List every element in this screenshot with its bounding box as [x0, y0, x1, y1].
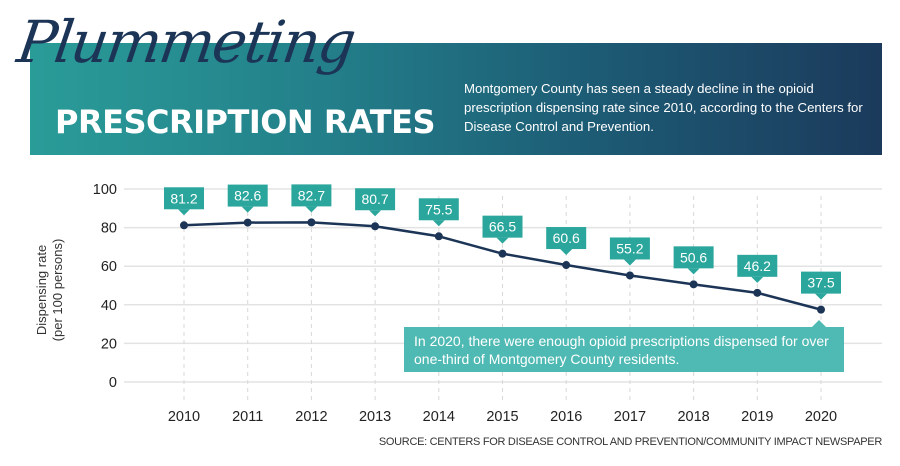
data-point: [753, 288, 762, 297]
data-label-pointer: [432, 220, 445, 227]
x-tick-label: 2019: [741, 409, 773, 425]
x-tick-label: 2012: [295, 409, 327, 425]
x-tick-label: 2010: [168, 409, 200, 425]
data-point: [625, 271, 634, 280]
data-label: 66.5: [489, 219, 516, 235]
data-label-pointer: [751, 276, 764, 283]
y-tick-label: 80: [101, 221, 117, 237]
data-label-box: [673, 246, 714, 269]
data-label: 50.6: [680, 249, 707, 265]
data-label-pointer: [241, 206, 254, 213]
data-label: 82.6: [234, 188, 261, 204]
data-label: 82.7: [298, 187, 325, 203]
description-text: Montgomery County has seen a steady decl…: [464, 81, 863, 134]
data-label: 37.5: [807, 275, 834, 291]
data-point: [562, 261, 571, 270]
data-label-box: [227, 184, 268, 207]
annotation-callout: In 2020, there were enough opioid prescr…: [404, 320, 844, 372]
x-tick-label: 2018: [677, 409, 709, 425]
data-point: [243, 218, 252, 227]
data-label-box: [609, 237, 650, 260]
data-label-box: [737, 254, 778, 277]
data-label-box: [355, 188, 396, 211]
data-point: [371, 222, 380, 231]
x-tick-label: 2020: [805, 409, 837, 425]
x-tick-label: 2015: [486, 409, 518, 425]
data-label-box: [801, 271, 841, 294]
data-label-pointer: [369, 210, 382, 217]
data-label-pointer: [305, 206, 318, 213]
y-tick-label: 20: [101, 336, 117, 352]
y-axis-label: Dispensing rate(per 100 persons): [34, 239, 65, 342]
data-label-box: [418, 198, 459, 221]
x-tick-label: 2011: [232, 409, 263, 425]
data-label-pointer: [815, 293, 827, 300]
x-tick-label: 2013: [359, 409, 391, 425]
data-label: 75.5: [425, 201, 452, 217]
y-tick-label: 60: [101, 259, 117, 275]
data-label: 81.2: [170, 190, 197, 206]
data-label-box: [546, 227, 587, 250]
data-point: [817, 305, 825, 314]
y-tick-label: 0: [109, 375, 117, 391]
data-label: 80.7: [361, 191, 388, 207]
data-label: 60.6: [553, 230, 580, 246]
data-point: [307, 218, 316, 227]
data-point: [434, 232, 443, 241]
data-label-pointer: [178, 209, 190, 216]
data-label: 46.2: [744, 258, 771, 274]
main-title: PRESCRIPTION RATES: [55, 103, 436, 141]
script-title: Plummeting: [13, 8, 359, 76]
data-label-box: [482, 215, 523, 238]
x-tick-label: 2016: [550, 409, 582, 425]
data-label-box: [291, 184, 332, 207]
data-point: [180, 221, 188, 230]
header-banner: [30, 43, 882, 155]
source-credit: SOURCE: CENTERS FOR DISEASE CONTROL AND …: [378, 436, 882, 448]
x-tick-label: 2014: [423, 409, 455, 425]
y-tick-label: 100: [93, 182, 117, 198]
data-label-pointer: [496, 237, 509, 244]
data-label: 55.2: [616, 240, 643, 256]
y-tick-label: 40: [101, 298, 117, 314]
data-point: [498, 249, 507, 258]
data-label-box: [164, 187, 204, 210]
data-point: [689, 280, 698, 289]
data-label-pointer: [560, 249, 573, 256]
data-label-pointer: [687, 268, 700, 275]
data-label-pointer: [623, 259, 636, 266]
x-tick-label: 2017: [614, 409, 646, 425]
